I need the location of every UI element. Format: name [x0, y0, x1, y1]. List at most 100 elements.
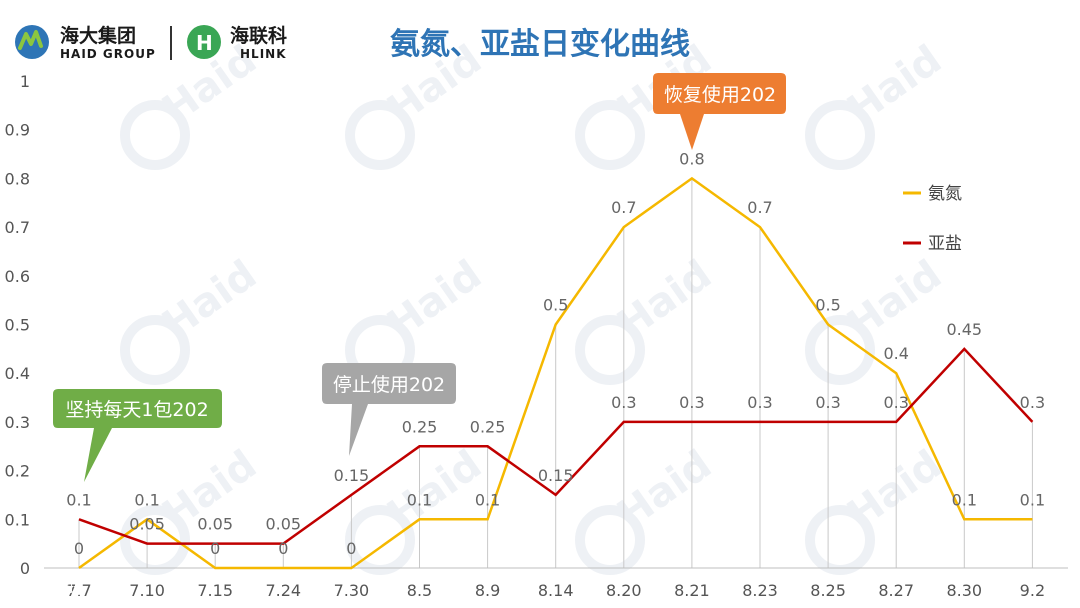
series-line-nitrite — [78, 347, 1034, 545]
hlink-logo-mark: H — [196, 31, 213, 55]
y-tick-label: 0.3 — [5, 413, 30, 432]
callout-gray-text: 停止使用202 — [333, 374, 445, 396]
watermark-logo-icon — [575, 505, 645, 575]
y-tick-label: 0.7 — [5, 218, 30, 237]
hlink-logo: H 海联科 HLINK — [187, 24, 287, 61]
data-label-nitrite: 0.3 — [815, 393, 840, 412]
logo-divider — [170, 26, 172, 60]
bottom-watermark: 大数跨境 — [10, 580, 82, 598]
x-tick-label: 8.27 — [878, 581, 914, 600]
data-label-nitrite: 0.25 — [470, 417, 506, 436]
callout-green: 坚持每天1包202 — [53, 389, 222, 482]
y-axis: 0 0.1 0.2 0.3 0.4 0.5 0.6 0.7 0.8 0.9 1 — [5, 72, 30, 578]
watermark-logo-icon — [575, 315, 645, 385]
data-label-ammonia: 0.1 — [134, 490, 159, 509]
data-label-nitrite: 0.1 — [66, 490, 91, 509]
data-label-ammonia: 0.8 — [679, 149, 704, 168]
data-label-nitrite: 0.3 — [1020, 393, 1045, 412]
y-tick-label: 0.2 — [5, 462, 30, 481]
y-tick-label: 0.9 — [5, 121, 30, 140]
watermark-brand-text: Haid — [379, 442, 490, 539]
x-tick-label: 8.23 — [742, 581, 778, 600]
callout-orange: 恢复使用202 — [653, 73, 786, 150]
watermark-logo-icon — [805, 505, 875, 575]
legend-label-ammonia: 氨氮 — [928, 184, 962, 204]
x-tick-label: 8.21 — [674, 581, 710, 600]
data-label-nitrite: 0.15 — [538, 466, 574, 485]
data-label-nitrite: 0.05 — [265, 515, 301, 534]
watermark-brand-text: Haid — [379, 252, 490, 349]
data-label-nitrite: 0.05 — [197, 515, 233, 534]
data-label-ammonia: 0.1 — [407, 490, 432, 509]
legend: 氨氮 亚盐 — [903, 184, 962, 254]
x-tick-label: 9.2 — [1020, 581, 1045, 600]
haid-logo-mark — [18, 30, 43, 50]
y-tick-label: 0.4 — [5, 364, 30, 383]
x-tick-label: 8.25 — [810, 581, 846, 600]
logo2-en-text: HLINK — [240, 47, 287, 61]
watermark-logo-icon — [805, 100, 875, 170]
series-line-ammonia — [78, 176, 1033, 570]
watermark-logo-icon — [575, 100, 645, 170]
data-label-ammonia: 0 — [74, 539, 84, 558]
data-label-ammonia: 0 — [210, 539, 220, 558]
data-label-ammonia: 0.7 — [611, 198, 636, 217]
watermark-bottom-text: 大数跨境 — [30, 583, 82, 598]
y-tick-label: 0.5 — [5, 316, 30, 335]
x-tick-label: 8.5 — [407, 581, 432, 600]
callout-green-text: 坚持每天1包202 — [65, 399, 208, 421]
data-label-nitrite: 0.15 — [334, 466, 370, 485]
data-label-nitrite: 0.3 — [883, 393, 908, 412]
y-tick-label: 0.8 — [5, 169, 30, 188]
logo1-en-text: HAID GROUP — [60, 47, 156, 61]
y-tick-label: 1 — [20, 72, 30, 91]
data-label-nitrite: 0.3 — [747, 393, 772, 412]
data-label-ammonia: 0.5 — [815, 296, 840, 315]
y-tick-label: 0.6 — [5, 267, 30, 286]
watermark-logo-icon — [120, 315, 190, 385]
y-tick-label: 0 — [20, 559, 30, 578]
x-tick-label: 7.30 — [334, 581, 370, 600]
callout-orange-bubble — [653, 73, 786, 150]
callout-orange-text: 恢复使用202 — [664, 84, 776, 106]
data-label-nitrite: 0.25 — [402, 417, 438, 436]
data-labels: 0 0.1 0 0 0 0.1 0.1 0.5 0.7 0.8 0.7 0.5 0.4 0.1 0.1 0.1… — [66, 149, 1045, 558]
y-tick-label: 0.1 — [5, 510, 30, 529]
watermark-brand-text: Haid — [839, 442, 950, 539]
x-axis: 7.7 7.10 7.15 7.24 7.30 8.5 8.9 8.14 8.20 8.21 8.2… — [66, 581, 1045, 600]
logo2-cn-text: 海联科 — [230, 24, 287, 47]
x-tick-label: 8.20 — [606, 581, 642, 600]
watermark-badge-icon — [10, 580, 26, 596]
callout-green-bubble — [53, 389, 222, 482]
data-label-ammonia: 0.5 — [543, 296, 568, 315]
watermark-brand-text: Haid — [839, 252, 950, 349]
hlink-logo-icon — [187, 25, 221, 59]
data-label-ammonia: 0.4 — [883, 344, 908, 363]
watermark-brand-text: Haid — [154, 252, 265, 349]
x-tick-label: 7.15 — [197, 581, 233, 600]
watermark-logo-icon — [345, 100, 415, 170]
x-tick-label: 8.14 — [538, 581, 574, 600]
watermark-logo-icon — [345, 505, 415, 575]
chart-title: 氨氮、亚盐日变化曲线 — [390, 27, 690, 62]
data-label-nitrite: 0.05 — [129, 515, 165, 534]
x-tick-label: 7.10 — [129, 581, 165, 600]
x-tick-label: 7.7 — [66, 581, 91, 600]
data-label-ammonia: 0.1 — [1020, 490, 1045, 509]
series-lines — [78, 176, 1034, 570]
data-label-nitrite: 0.3 — [679, 393, 704, 412]
data-label-nitrite: 0.45 — [946, 320, 982, 339]
haid-group-logo: 海大集团 HAID GROUP — [15, 24, 156, 61]
watermark-logo-icon — [120, 100, 190, 170]
data-label-ammonia: 0.1 — [952, 490, 977, 509]
watermark-logo-icon — [120, 505, 190, 575]
data-label-nitrite: 0.3 — [611, 393, 636, 412]
x-tick-label: 8.9 — [475, 581, 500, 600]
watermark-logo-icon — [805, 315, 875, 385]
data-label-ammonia: 0 — [278, 539, 288, 558]
logo1-cn-text: 海大集团 — [60, 24, 136, 47]
watermark-brand-text: Haid — [839, 37, 950, 134]
callout-gray-bubble — [322, 363, 456, 456]
legend-label-nitrite: 亚盐 — [928, 234, 962, 254]
